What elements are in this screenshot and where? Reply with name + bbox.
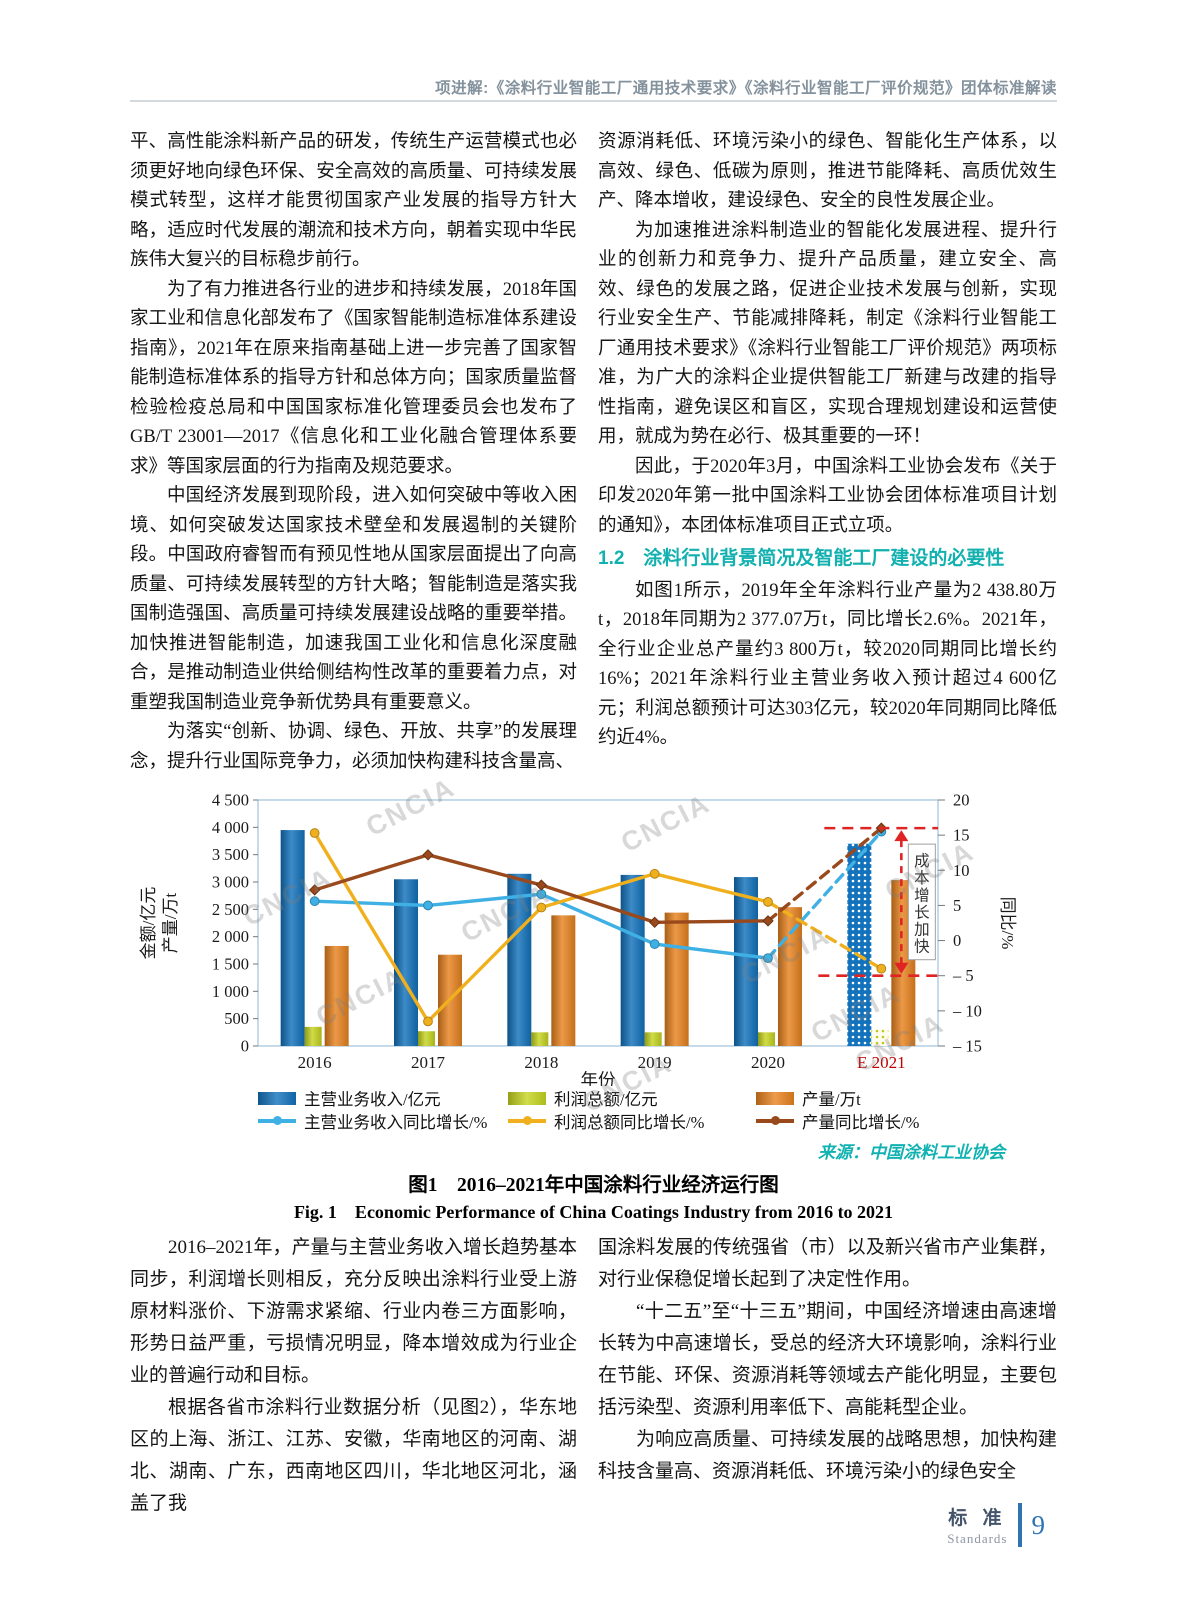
footer-label: 标 准 Standards: [947, 1503, 1007, 1547]
header-title: 项进解:《涂料行业智能工厂通用技术要求》《涂料行业智能工厂评价规范》团体标准解读: [435, 80, 1057, 97]
legend-item: 产量/万t: [756, 1088, 861, 1109]
legend-label: 利润总额同比增长/%: [554, 1113, 705, 1132]
legend-item: 主营业务收入同比增长/%: [258, 1111, 488, 1132]
svg-text:2 000: 2 000: [212, 927, 249, 946]
svg-text:3 500: 3 500: [212, 845, 249, 864]
svg-text:2017: 2017: [411, 1053, 446, 1072]
paragraph: 为加速推进涂料制造业的智能化发展进程、提升行业的创新力和竞争力、提升产品质量，建…: [598, 220, 1057, 448]
svg-text:1 500: 1 500: [212, 955, 249, 974]
svg-text:E 2021: E 2021: [857, 1053, 906, 1072]
svg-text:同比/%: 同比/%: [998, 897, 1017, 950]
svg-text:2 500: 2 500: [212, 900, 249, 919]
legend-label: 主营业务收入/亿元: [304, 1090, 441, 1109]
page-footer: 标 准 Standards 9: [947, 1503, 1045, 1547]
legend-bar-swatch: [508, 1091, 546, 1105]
page-number: 9: [1031, 1509, 1046, 1540]
svg-text:4 500: 4 500: [212, 791, 249, 810]
footer-label-en: Standards: [947, 1531, 1008, 1546]
svg-text:长: 长: [914, 903, 930, 921]
legend-line-swatch: [508, 1116, 546, 1126]
column-top-left: 平、高性能涂料新产品的研发，传统生产运营模式也必须更好地向绿色环保、安全高效的高…: [130, 128, 577, 777]
svg-text:0: 0: [953, 931, 961, 950]
legend-label: 产量/万t: [802, 1090, 861, 1109]
paragraph: 资源消耗低、环境污染小的绿色、智能化生产体系，以高效、绿色、低碳为原则，推进节能…: [598, 132, 1057, 211]
figure-caption-cn: 图1 2016–2021年中国涂料行业经济运行图: [408, 1175, 779, 1196]
paragraph: 为落实“创新、协调、绿色、开放、共享”的发展理念，提升行业国际竞争力，必须加快构…: [130, 722, 577, 772]
svg-text:15: 15: [953, 826, 970, 845]
svg-text:500: 500: [224, 1009, 249, 1028]
svg-text:0: 0: [241, 1037, 249, 1056]
paragraph: “十二五”至“十三五”期间，中国经济增速由高速增长转为中高速增长，受总的经济大环…: [598, 1301, 1057, 1418]
legend-item: 利润总额/亿元: [508, 1088, 658, 1109]
svg-text:2018: 2018: [524, 1053, 558, 1072]
paragraph: 中国经济发展到现阶段，进入如何突破中等收入困境、如何突破发达国家技术壁垒和发展遏…: [130, 486, 577, 713]
paragraph: 因此，于2020年3月，中国涂料工业协会发布《关于印发2020年第一批中国涂料工…: [598, 456, 1057, 536]
svg-text:2019: 2019: [638, 1053, 672, 1072]
legend-item: 主营业务收入/亿元: [258, 1088, 441, 1109]
paragraph: 根据各省市涂料行业数据分析（见图2），华东地区的上海、浙江、江苏、安徽，华南地区…: [130, 1397, 577, 1514]
svg-text:快: 快: [914, 938, 930, 956]
legend-bar-swatch: [258, 1091, 296, 1105]
legend-bar-swatch: [756, 1091, 794, 1105]
svg-text:– 10: – 10: [952, 1001, 982, 1020]
svg-text:本: 本: [914, 869, 930, 887]
paragraph: 国涂料发展的传统强省（市）以及新兴省市产业集群，对行业保稳促增长起到了决定性作用…: [598, 1237, 1057, 1290]
column-top-right: 资源消耗低、环境污染小的绿色、智能化生产体系，以高效、绿色、低碳为原则，推进节能…: [598, 128, 1057, 754]
svg-text:金额/亿元: 金额/亿元: [139, 887, 158, 960]
chart-source: 来源：中国涂料工业协会: [818, 1143, 1005, 1162]
svg-text:20: 20: [953, 791, 970, 810]
svg-text:3 000: 3 000: [212, 873, 249, 892]
paragraph: 为了有力推进各行业的进步和持续发展，2018年国家工业和信息化部发布了《国家智能…: [130, 279, 577, 477]
svg-text:产量/万t: 产量/万t: [161, 893, 180, 954]
figure1: 0 500 1 000 1 500 2 000 2 500 3 000 3 500 4 000 4…: [130, 770, 1057, 1230]
legend-line-swatch: [258, 1116, 296, 1126]
svg-text:增: 增: [914, 886, 930, 904]
legend-label: 产量同比增长/%: [802, 1113, 920, 1132]
chart-legend: 主营业务收入/亿元 利润总额/亿元 产量/万t 主营业务收入同比增长/% 利润总额同比增…: [258, 1088, 998, 1136]
footer-label-cn: 标 准: [948, 1508, 1007, 1529]
paragraph: 2016–2021年，产量与主营业务收入增长趋势基本同步，利润增长则相反，充分反…: [130, 1237, 577, 1386]
header-rule: [130, 100, 1057, 102]
svg-text:5: 5: [953, 896, 961, 915]
section-heading-1-2: 1.2 涂料行业背景简况及智能工厂建设的必要性: [598, 548, 1005, 569]
legend-label: 利润总额/亿元: [554, 1090, 658, 1109]
svg-text:– 15: – 15: [952, 1037, 982, 1056]
paragraph: 如图1所示，2019年全年涂料行业产量为2 438.80万t，2018年同期为2…: [598, 580, 1057, 749]
legend-line-swatch: [756, 1116, 794, 1126]
figure1-chart: 0 500 1 000 1 500 2 000 2 500 3 000 3 500 4 000 4…: [139, 791, 1017, 1091]
svg-text:10: 10: [953, 861, 970, 880]
svg-text:1 000: 1 000: [212, 982, 249, 1001]
svg-text:成: 成: [914, 852, 930, 870]
column-bottom-left: 2016–2021年，产量与主营业务收入增长趋势基本同步，利润增长则相反，充分反…: [130, 1232, 577, 1520]
svg-text:年份: 年份: [581, 1070, 616, 1086]
figure-caption-en: Fig. 1 Economic Performance of China Coa…: [293, 1202, 894, 1222]
svg-text:2016: 2016: [298, 1053, 332, 1072]
page-header: 项进解:《涂料行业智能工厂通用技术要求》《涂料行业智能工厂评价规范》团体标准解读: [130, 76, 1057, 98]
paragraph: 为响应高质量、可持续发展的战略思想，加快构建科技含量高、资源消耗低、环境污染小的…: [598, 1429, 1057, 1482]
paragraph: 平、高性能涂料新产品的研发，传统生产运营模式也必须更好地向绿色环保、安全高效的高…: [130, 132, 577, 270]
legend-label: 主营业务收入同比增长/%: [304, 1113, 488, 1132]
svg-text:4 000: 4 000: [212, 818, 249, 837]
footer-divider: [1017, 1503, 1022, 1547]
column-bottom-right: 国涂料发展的传统强省（市）以及新兴省市产业集群，对行业保稳促增长起到了决定性作用…: [598, 1232, 1057, 1488]
legend-item: 利润总额同比增长/%: [508, 1111, 705, 1132]
legend-item: 产量同比增长/%: [756, 1111, 920, 1132]
svg-text:加: 加: [914, 921, 930, 939]
svg-text:– 5: – 5: [952, 966, 974, 985]
svg-text:2020: 2020: [751, 1053, 785, 1072]
